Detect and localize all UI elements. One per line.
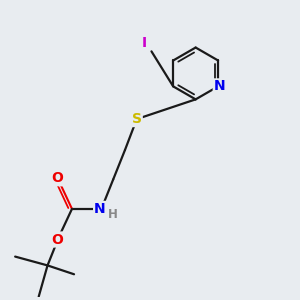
Text: O: O	[51, 232, 63, 247]
Text: S: S	[132, 112, 142, 126]
Text: I: I	[142, 36, 147, 50]
Text: O: O	[51, 171, 63, 185]
Text: N: N	[214, 80, 225, 93]
Text: N: N	[94, 202, 106, 216]
Text: H: H	[108, 208, 118, 221]
